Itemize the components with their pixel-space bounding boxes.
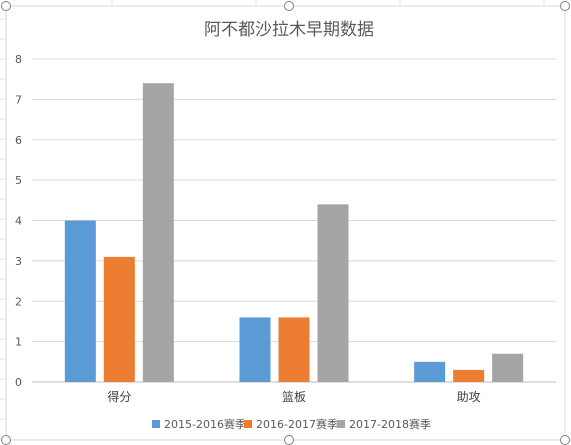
y-tick-label: 4 [15, 215, 22, 228]
y-tick-label: 1 [15, 336, 22, 349]
legend-label: 2016-2017赛季 [256, 417, 338, 431]
bar[interactable] [492, 353, 524, 382]
bar[interactable] [64, 220, 96, 383]
bar[interactable] [453, 369, 485, 382]
y-tick-label: 3 [15, 255, 22, 268]
resize-handle[interactable] [1, 1, 11, 11]
y-tick-label: 8 [15, 53, 22, 66]
resize-handle[interactable] [560, 435, 570, 445]
y-tick-label: 7 [15, 93, 22, 106]
x-category-label: 助攻 [457, 390, 481, 404]
y-axis-ticks: 0 1 2 3 4 5 6 7 8 [15, 53, 22, 389]
resize-handle[interactable] [560, 1, 570, 11]
legend-swatch [152, 420, 160, 428]
bar[interactable] [278, 317, 310, 382]
chart-title: 阿不都沙拉木早期数据 [204, 20, 374, 40]
bars [64, 83, 524, 383]
bar[interactable] [142, 83, 174, 382]
bar[interactable] [239, 317, 271, 382]
resize-handle[interactable] [284, 1, 294, 11]
resize-handle[interactable] [1, 435, 11, 445]
bar[interactable] [317, 204, 349, 382]
resize-handle[interactable] [284, 435, 294, 445]
y-tick-label: 5 [15, 174, 22, 187]
x-category-label: 得分 [107, 389, 131, 404]
legend-label: 2017-2018赛季 [349, 417, 431, 431]
x-axis-labels: 得分 篮板 助攻 [107, 389, 480, 404]
legend-label: 2015-2016赛季 [164, 417, 246, 431]
x-category-label: 篮板 [282, 389, 306, 404]
legend-swatch [244, 420, 252, 428]
legend-swatch [337, 420, 345, 428]
bar[interactable] [103, 256, 135, 382]
bar[interactable] [414, 361, 446, 382]
y-tick-label: 0 [15, 376, 22, 389]
y-tick-label: 2 [15, 295, 22, 308]
y-tick-label: 6 [15, 134, 22, 147]
legend: 2015-2016赛季 2016-2017赛季 2017-2018赛季 [152, 417, 431, 431]
